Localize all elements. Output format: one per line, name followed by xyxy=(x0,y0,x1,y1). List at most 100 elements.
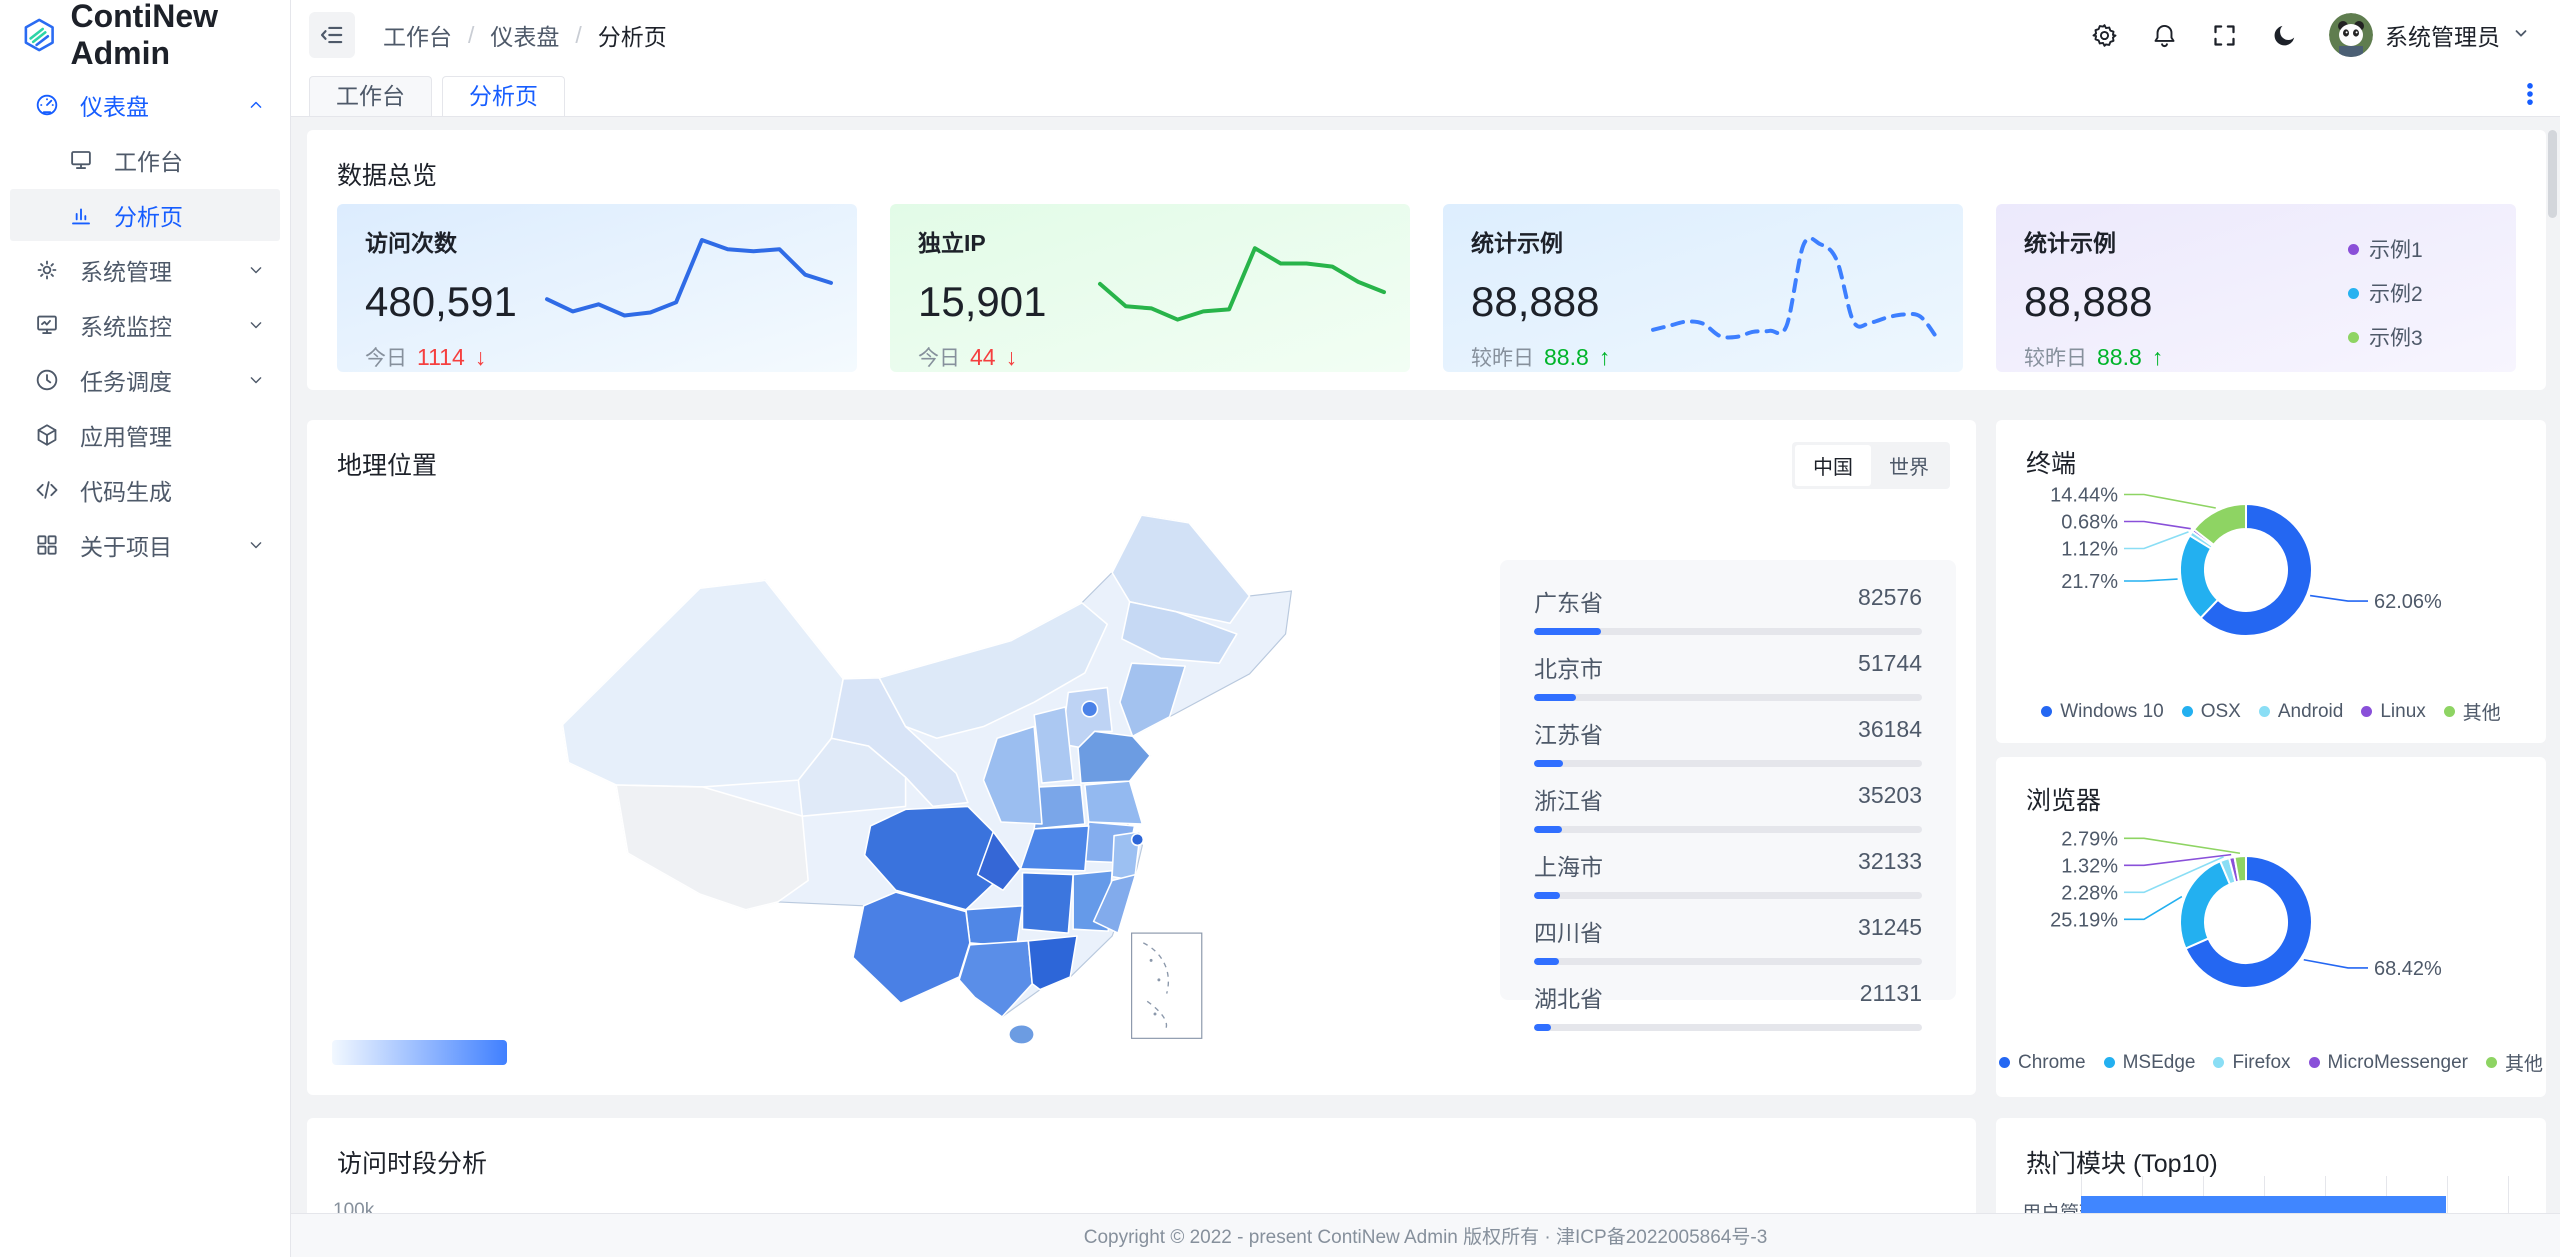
breadcrumb-item[interactable]: 仪表盘 xyxy=(490,24,560,50)
sidebar-item-bar-chart[interactable]: 分析页 xyxy=(10,189,280,241)
stat-value: 480,591 xyxy=(365,278,517,325)
sidebar-item-label: 系统管理 xyxy=(80,259,172,285)
province-progress-track xyxy=(1534,694,1922,701)
sidebar-collapse-button[interactable] xyxy=(309,12,355,58)
svg-text:21.7%: 21.7% xyxy=(2061,571,2118,593)
bar-chart-icon xyxy=(68,202,94,228)
terminal-card: 终端 14.44% 0.68% 1.12% 21.7% 62.06% Windows 1… xyxy=(1996,420,2546,743)
sidebar-item-dashboard[interactable]: 仪表盘 xyxy=(10,79,280,131)
province-value: 35203 xyxy=(1858,782,1922,808)
tab-active[interactable]: 分析页 xyxy=(442,76,565,116)
legend-dot-icon xyxy=(2308,1057,2320,1068)
tab-inactive[interactable]: 工作台 xyxy=(309,76,432,116)
overview-title: 数据总览 xyxy=(337,162,438,190)
svg-text:2.28%: 2.28% xyxy=(2061,882,2118,904)
chevron-down-icon xyxy=(246,260,266,280)
legend-item[interactable]: 其他 xyxy=(2485,1049,2543,1076)
legend-label: Android xyxy=(2277,700,2344,722)
fullscreen-icon[interactable] xyxy=(2209,20,2239,50)
legend-label: Windows 10 xyxy=(2060,700,2164,722)
province-progress-track xyxy=(1534,892,1922,899)
map-scope-option[interactable]: 世界 xyxy=(1889,457,1929,479)
legend-item[interactable]: Chrome xyxy=(1999,1052,2086,1074)
chevron-down-icon xyxy=(246,535,266,555)
ip-sparkline-chart xyxy=(1098,246,1386,322)
legend-label: 示例2 xyxy=(2369,283,2423,306)
province-ranking-panel: 广东省 82576 北京市 51744 江苏省 36184 浙江省 35203 上海市 32133… xyxy=(1500,560,1956,1031)
hot-modules-title: 热门模块 (Top10) xyxy=(2026,1150,2218,1178)
legend-item[interactable]: 示例2 xyxy=(2348,278,2423,308)
breadcrumb-item[interactable]: 工作台 xyxy=(383,24,452,50)
app-logo[interactable]: ContiNew Admin xyxy=(0,0,290,71)
province-progress-fill xyxy=(1534,958,1560,965)
south-china-sea-inset xyxy=(1131,932,1203,1039)
dashboard-icon xyxy=(34,92,60,118)
terminal-title: 终端 xyxy=(2026,450,2077,478)
province-value: 82576 xyxy=(1858,584,1922,610)
province-progress-fill xyxy=(1534,826,1563,833)
sidebar-item-cube[interactable]: 应用管理 xyxy=(10,409,280,461)
legend-item[interactable]: OSX xyxy=(2181,701,2241,723)
sidebar-item-code[interactable]: 代码生成 xyxy=(10,464,280,516)
svg-text:0.68%: 0.68% xyxy=(2061,511,2118,533)
trend-up-icon: ↑ xyxy=(1598,343,1611,370)
monitor-chart-icon xyxy=(34,312,60,338)
svg-text:1.12%: 1.12% xyxy=(2061,538,2118,560)
breadcrumb-separator: / xyxy=(468,21,475,48)
browser-card: 浏览器 2.79% 1.32% 2.28% 25.19% 68.42% Chrome MS… xyxy=(1996,757,2546,1097)
sidebar-item-monitor[interactable]: 工作台 xyxy=(10,134,280,186)
chevron-down-icon xyxy=(246,315,266,335)
legend-dot-icon xyxy=(2103,1057,2115,1068)
stat-tile-demo-donut: 统计示例 88,888 较昨日 88.8 ↑ 示例1 示例2 示例3 xyxy=(1996,204,2516,372)
sidebar-item-monitor-chart[interactable]: 系统监控 xyxy=(10,299,280,351)
data-overview-card: 数据总览 访问次数 480,591 今日 1114 ↓ 独立IP xyxy=(307,130,2546,390)
breadcrumb-item[interactable]: 分析页 xyxy=(597,24,667,50)
legend-dot-icon xyxy=(2348,331,2359,343)
trend-down-icon: ↓ xyxy=(474,343,487,370)
settings-icon[interactable] xyxy=(2089,20,2119,50)
legend-item[interactable]: Android xyxy=(2258,700,2344,723)
legend-dot-icon xyxy=(2258,706,2270,717)
legend-dot-icon xyxy=(2181,706,2193,717)
legend-item[interactable]: 其他 xyxy=(2443,698,2501,725)
stat-sub-value: 88.8 xyxy=(1544,343,1589,370)
clock-icon xyxy=(34,367,60,393)
svg-text:14.44%: 14.44% xyxy=(2050,484,2118,506)
scrollbar-thumb[interactable] xyxy=(2548,130,2557,218)
legend-item[interactable]: Linux xyxy=(2361,701,2426,723)
tab-more-icon[interactable] xyxy=(2516,80,2544,108)
province-progress-fill xyxy=(1534,1024,1552,1031)
map-scope-option[interactable]: 中国 xyxy=(1795,445,1871,486)
legend-dot-icon xyxy=(2361,706,2373,717)
legend-item[interactable]: MicroMessenger xyxy=(2308,1052,2468,1074)
legend-label: 其他 xyxy=(2504,1054,2543,1075)
legend-item[interactable]: Firefox xyxy=(2213,1052,2291,1074)
svg-text:2.79%: 2.79% xyxy=(2061,828,2118,850)
sidebar-item-clock[interactable]: 任务调度 xyxy=(10,354,280,406)
demo-sparkline-chart xyxy=(1651,236,1939,340)
sidebar: ContiNew Admin 仪表盘工作台分析页系统管理系统监控任务调度应用管理… xyxy=(0,0,291,1257)
notification-bell-icon[interactable] xyxy=(2149,20,2179,50)
legend-item[interactable]: 示例3 xyxy=(2348,322,2423,352)
stat-sub: 今日 44 ↓ xyxy=(918,343,1018,371)
sidebar-item-label: 应用管理 xyxy=(80,424,172,450)
china-map[interactable] xyxy=(547,490,1307,1080)
sidebar-item-grid[interactable]: 关于项目 xyxy=(10,519,280,571)
legend-label: 示例1 xyxy=(2369,239,2423,262)
province-rank-row: 四川省 31245 xyxy=(1534,914,1922,965)
user-menu[interactable]: 系统管理员 xyxy=(2329,13,2530,57)
sidebar-item-gear[interactable]: 系统管理 xyxy=(10,244,280,296)
legend-item[interactable]: 示例1 xyxy=(2348,234,2423,264)
trend-up-icon: ↑ xyxy=(2151,343,2164,370)
dark-mode-moon-icon[interactable] xyxy=(2269,20,2299,50)
main-area: 工作台 / 仪表盘 / 分析页 xyxy=(291,0,2560,1257)
hot-modules-card: 热门模块 (Top10) 用户管理 xyxy=(1996,1118,2546,1213)
sidebar-item-label: 工作台 xyxy=(114,149,183,175)
sidebar-item-label: 系统监控 xyxy=(80,314,172,340)
province-name: 浙江省 xyxy=(1534,788,1603,814)
legend-item[interactable]: MSEdge xyxy=(2103,1052,2195,1074)
svg-text:68.42%: 68.42% xyxy=(2374,958,2442,980)
legend-item[interactable]: Windows 10 xyxy=(2041,701,2164,723)
code-icon xyxy=(34,477,60,503)
province-name: 江苏省 xyxy=(1534,722,1603,748)
